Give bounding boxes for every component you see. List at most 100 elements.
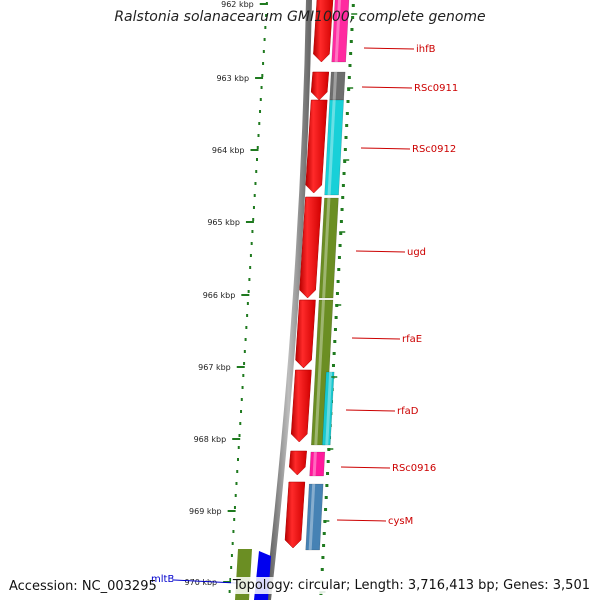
kbp-tick-label: 968 kbp (194, 435, 227, 444)
genome-backbone (265, 0, 312, 600)
inner-dot (348, 64, 352, 67)
cds-arrow (284, 481, 306, 549)
inner-dot (349, 40, 353, 43)
ring-dot (242, 374, 245, 377)
segment-highlight (327, 100, 336, 195)
tick-ring (228, 2, 268, 593)
inner-dot (337, 256, 341, 259)
segment-highlight (334, 0, 342, 62)
inner-dot (333, 328, 337, 331)
inner-dot (343, 160, 347, 163)
ring-dot (232, 530, 235, 533)
cds-track (284, 0, 334, 549)
inner-dot (351, 16, 355, 19)
function-segment-RSc0916 (309, 451, 326, 477)
inner-dot (322, 544, 326, 547)
inner-dot (343, 148, 347, 151)
ring-dot (256, 146, 259, 149)
segment-highlight (314, 300, 325, 445)
function-track (235, 0, 350, 600)
inner-dot (347, 76, 351, 79)
cds-arrow (310, 71, 330, 101)
kbp-tick-label: 963 kbp (216, 74, 249, 83)
segment-highlight (322, 198, 331, 298)
gene-leader (345, 409, 396, 412)
ring-dot (254, 182, 257, 185)
ring-dot (259, 98, 262, 101)
cds-arrow (313, 0, 334, 63)
kbp-tick-label: 969 kbp (189, 507, 222, 516)
kbp-tick-label: 964 kbp (212, 146, 245, 155)
inner-dot (324, 496, 328, 499)
inner-dot (321, 556, 325, 559)
segment-highlight (325, 372, 333, 445)
function-segment-cysM (305, 483, 324, 551)
inner-dot (334, 316, 338, 319)
segment-highlight (308, 484, 316, 550)
ring-dot (247, 290, 250, 293)
ring-dot (253, 194, 256, 197)
function-segment-ugd (318, 197, 339, 299)
inner-dot (326, 472, 330, 475)
kbp-tick-label: 967 kbp (198, 363, 231, 372)
gene-label-rfaE: rfaE (402, 334, 422, 345)
ring-dot (229, 578, 232, 581)
inner-dot (342, 172, 346, 175)
ring-dot (228, 590, 231, 593)
ring-dot (260, 86, 263, 89)
ring-dot (252, 206, 255, 209)
gene-labels: ihfB RSc0911 RSc0912 ugd rfaE rfaD RSc0916 cysM… (151, 44, 458, 585)
gene-label-cysM: cysM (388, 516, 413, 527)
inner-dot (322, 532, 326, 535)
gene-leader (363, 47, 415, 50)
gene-label-rfaD: rfaD (397, 406, 419, 417)
cds-arrow (299, 196, 322, 299)
inner-dot (337, 268, 341, 271)
inner-dot (332, 352, 336, 355)
ring-dot (263, 38, 266, 41)
gene-leader (340, 466, 391, 469)
cds-arrow (290, 369, 312, 443)
ring-dot (246, 314, 249, 317)
inner-dot (320, 568, 324, 571)
ring-dot (248, 278, 251, 281)
footer-bar: Accession: NC_003295 Topology: circular;… (0, 574, 600, 600)
gene-leader (361, 86, 413, 89)
inner-dot (331, 364, 335, 367)
inner-dot (349, 52, 353, 55)
segment-highlight (332, 72, 338, 100)
inner-dot (339, 232, 343, 235)
inner-dot (326, 460, 330, 463)
inner-dot (345, 124, 349, 127)
inner-dot (333, 340, 337, 343)
ring-dot (257, 134, 260, 137)
ring-dot (240, 398, 243, 401)
gene-leader (173, 579, 237, 584)
ring-dot (234, 494, 237, 497)
ring-dot (230, 554, 233, 557)
function-segment-ihfB (331, 0, 350, 63)
gene-leader (355, 250, 406, 253)
function-segment-RSc0912 (324, 99, 344, 196)
inner-dot (344, 136, 348, 139)
ring-dot (238, 434, 241, 437)
function-segment-RSc0911 (329, 71, 346, 101)
cds-arrow (295, 299, 316, 369)
inner-dot (340, 208, 344, 211)
ring-dot (239, 422, 242, 425)
ring-dot (264, 26, 267, 29)
ring-dot (231, 542, 234, 545)
gene-leader (351, 337, 401, 340)
gene-label-ugd: ugd (407, 247, 426, 258)
ring-dot (265, 14, 268, 17)
segment-highlight (312, 452, 317, 476)
kbp-tick-label: 962 kbp (221, 0, 254, 9)
gene-label-ihfB: ihfB (416, 44, 436, 55)
inner-dot (350, 28, 354, 31)
inner-dot (341, 196, 345, 199)
ring-dot (249, 254, 252, 257)
ring-dot (237, 446, 240, 449)
ring-dot (230, 566, 233, 569)
gene-leader (360, 147, 411, 150)
ring-dot (261, 74, 264, 77)
